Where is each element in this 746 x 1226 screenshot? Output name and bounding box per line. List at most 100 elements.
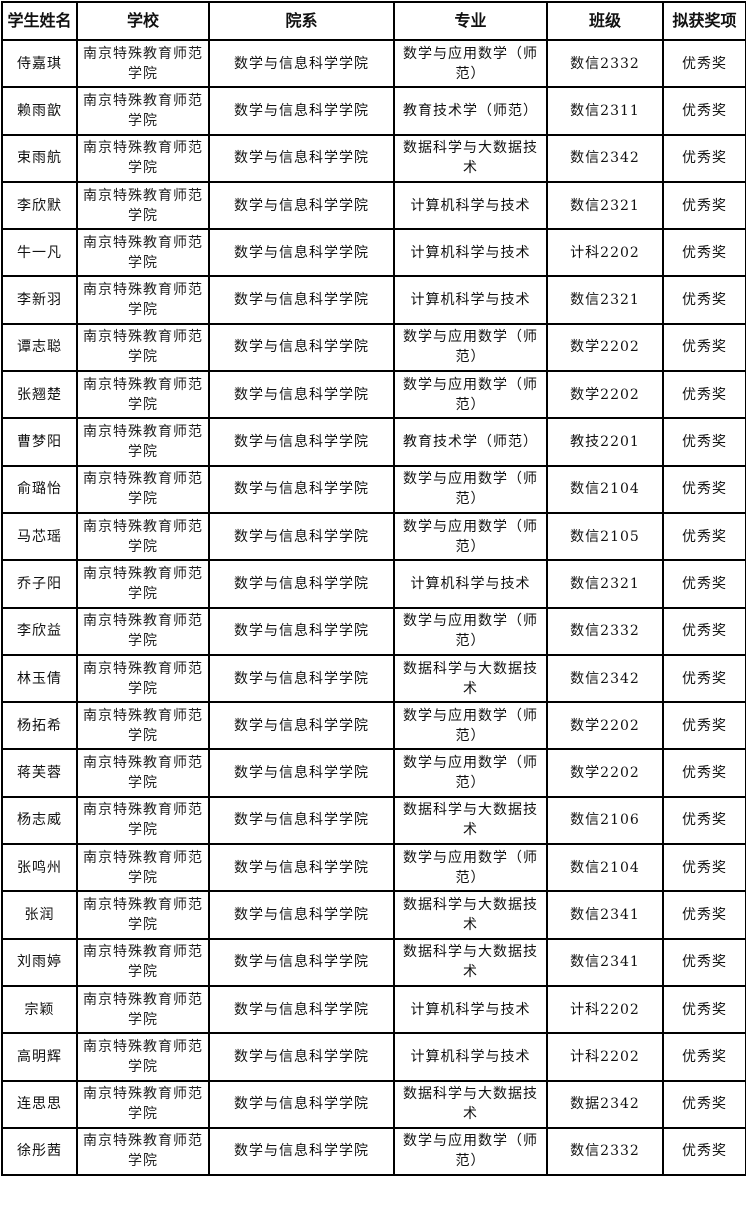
student-name-cell: 张鸣州 — [1, 843, 78, 893]
school-cell: 南京特殊教育师范学院 — [76, 1032, 210, 1082]
table-row: 赖雨歆 南京特殊教育师范学院 数学与信息科学学院 教育技术学（师范） 数信2311 优秀奖 — [1, 86, 746, 136]
student-name-cell: 高明辉 — [1, 1032, 78, 1082]
award-cell: 优秀奖 — [662, 464, 746, 514]
class-cell: 数学2202 — [546, 701, 664, 751]
class-cell: 计科2202 — [546, 1032, 664, 1082]
school-cell: 南京特殊教育师范学院 — [76, 1079, 210, 1129]
table-row: 李欣默 南京特殊教育师范学院 数学与信息科学学院 计算机科学与技术 数信2321 优秀奖 — [1, 180, 746, 231]
table-row: 李新羽 南京特殊教育师范学院 数学与信息科学学院 计算机科学与技术 数信2321 优秀奖 — [1, 275, 746, 325]
award-cell: 优秀奖 — [662, 133, 746, 183]
major-cell: 计算机科学与技术 — [393, 1032, 548, 1082]
class-cell: 数学2202 — [546, 748, 664, 798]
header-major: 专业 — [393, 1, 548, 41]
student-name-cell: 张润 — [1, 890, 78, 940]
award-cell: 优秀奖 — [662, 1079, 746, 1129]
school-cell: 南京特殊教育师范学院 — [76, 937, 210, 987]
award-cell: 优秀奖 — [662, 180, 746, 231]
major-cell: 教育技术学（师范） — [393, 86, 548, 136]
department-cell: 数学与信息科学学院 — [208, 795, 395, 846]
class-cell: 数信2321 — [546, 275, 664, 325]
award-cell: 优秀奖 — [662, 1126, 746, 1177]
major-cell: 数学与应用数学（师范） — [393, 511, 548, 562]
major-cell: 计算机科学与技术 — [393, 228, 548, 278]
school-cell: 南京特殊教育师范学院 — [76, 417, 210, 467]
student-name-cell: 连思思 — [1, 1079, 78, 1129]
department-cell: 数学与信息科学学院 — [208, 228, 395, 278]
table-row: 蒋芙蓉 南京特殊教育师范学院 数学与信息科学学院 数学与应用数学（师范） 数学2202 优… — [1, 748, 746, 798]
table-row: 刘雨婷 南京特殊教育师范学院 数学与信息科学学院 数据科学与大数据技术 数信2341 优秀… — [1, 937, 746, 987]
school-cell: 南京特殊教育师范学院 — [76, 890, 210, 940]
award-table: 学生姓名 学校 院系 专业 班级 拟获奖项 侍嘉琪 南京特殊教育师范学院 数学与信息科学学院数… — [1, 1, 746, 1177]
student-name-cell: 蒋芙蓉 — [1, 748, 78, 798]
department-cell: 数学与信息科学学院 — [208, 653, 395, 704]
class-cell: 数信2321 — [546, 559, 664, 609]
department-cell: 数学与信息科学学院 — [208, 937, 395, 987]
student-name-cell: 侍嘉琪 — [1, 38, 78, 89]
major-cell: 数学与应用数学（师范） — [393, 748, 548, 798]
department-cell: 数学与信息科学学院 — [208, 1079, 395, 1129]
student-name-cell: 刘雨婷 — [1, 937, 78, 987]
student-name-cell: 杨志威 — [1, 795, 78, 846]
class-cell: 数信2311 — [546, 86, 664, 136]
school-cell: 南京特殊教育师范学院 — [76, 38, 210, 89]
header-award: 拟获奖项 — [662, 1, 746, 41]
class-cell: 数学2202 — [546, 370, 664, 420]
award-cell: 优秀奖 — [662, 795, 746, 846]
class-cell: 数信2332 — [546, 1126, 664, 1177]
department-cell: 数学与信息科学学院 — [208, 606, 395, 656]
class-cell: 计科2202 — [546, 984, 664, 1035]
department-cell: 数学与信息科学学院 — [208, 180, 395, 231]
class-cell: 数信2342 — [546, 133, 664, 183]
major-cell: 教育技术学（师范） — [393, 417, 548, 467]
award-cell: 优秀奖 — [662, 38, 746, 89]
department-cell: 数学与信息科学学院 — [208, 86, 395, 136]
class-cell: 数信2342 — [546, 653, 664, 704]
class-cell: 数信2106 — [546, 795, 664, 846]
student-name-cell: 乔子阳 — [1, 559, 78, 609]
award-cell: 优秀奖 — [662, 228, 746, 278]
school-cell: 南京特殊教育师范学院 — [76, 748, 210, 798]
table-row: 杨拓希 南京特殊教育师范学院 数学与信息科学学院 数学与应用数学（师范） 数学2202 优… — [1, 701, 746, 751]
department-cell: 数学与信息科学学院 — [208, 133, 395, 183]
table-row: 张润 南京特殊教育师范学院 数学与信息科学学院 数据科学与大数据技术 数信2341 优秀奖 — [1, 890, 746, 940]
award-cell: 优秀奖 — [662, 86, 746, 136]
major-cell: 计算机科学与技术 — [393, 180, 548, 231]
header-department: 院系 — [208, 1, 395, 41]
department-cell: 数学与信息科学学院 — [208, 464, 395, 514]
table-row: 连思思 南京特殊教育师范学院 数学与信息科学学院 数据科学与大数据技术 数据2342 优秀… — [1, 1079, 746, 1129]
header-school: 学校 — [76, 1, 210, 41]
major-cell: 数学与应用数学（师范） — [393, 322, 548, 373]
student-name-cell: 赖雨歆 — [1, 86, 78, 136]
student-name-cell: 徐彤茜 — [1, 1126, 78, 1177]
major-cell: 数据科学与大数据技术 — [393, 795, 548, 846]
table-row: 杨志威 南京特殊教育师范学院 数学与信息科学学院 数据科学与大数据技术 数信2106 优秀… — [1, 795, 746, 846]
major-cell: 数学与应用数学（师范） — [393, 843, 548, 893]
class-cell: 数信2332 — [546, 606, 664, 656]
student-name-cell: 林玉倩 — [1, 653, 78, 704]
school-cell: 南京特殊教育师范学院 — [76, 795, 210, 846]
award-cell: 优秀奖 — [662, 890, 746, 940]
department-cell: 数学与信息科学学院 — [208, 984, 395, 1035]
department-cell: 数学与信息科学学院 — [208, 1032, 395, 1082]
major-cell: 数学与应用数学（师范） — [393, 606, 548, 656]
major-cell: 数据科学与大数据技术 — [393, 890, 548, 940]
major-cell: 数学与应用数学（师范） — [393, 701, 548, 751]
student-name-cell: 李欣默 — [1, 180, 78, 231]
award-cell: 优秀奖 — [662, 984, 746, 1035]
award-cell: 优秀奖 — [662, 606, 746, 656]
department-cell: 数学与信息科学学院 — [208, 370, 395, 420]
department-cell: 数学与信息科学学院 — [208, 1126, 395, 1177]
class-cell: 计科2202 — [546, 228, 664, 278]
school-cell: 南京特殊教育师范学院 — [76, 86, 210, 136]
table-row: 林玉倩 南京特殊教育师范学院 数学与信息科学学院 数据科学与大数据技术 数信2342 优秀… — [1, 653, 746, 704]
school-cell: 南京特殊教育师范学院 — [76, 559, 210, 609]
award-cell: 优秀奖 — [662, 843, 746, 893]
major-cell: 数学与应用数学（师范） — [393, 464, 548, 514]
student-name-cell: 牛一凡 — [1, 228, 78, 278]
table-row: 曹梦阳 南京特殊教育师范学院 数学与信息科学学院 教育技术学（师范） 教技2201 优秀奖 — [1, 417, 746, 467]
award-cell: 优秀奖 — [662, 370, 746, 420]
student-name-cell: 谭志聪 — [1, 322, 78, 373]
school-cell: 南京特殊教育师范学院 — [76, 984, 210, 1035]
school-cell: 南京特殊教育师范学院 — [76, 606, 210, 656]
department-cell: 数学与信息科学学院 — [208, 322, 395, 373]
